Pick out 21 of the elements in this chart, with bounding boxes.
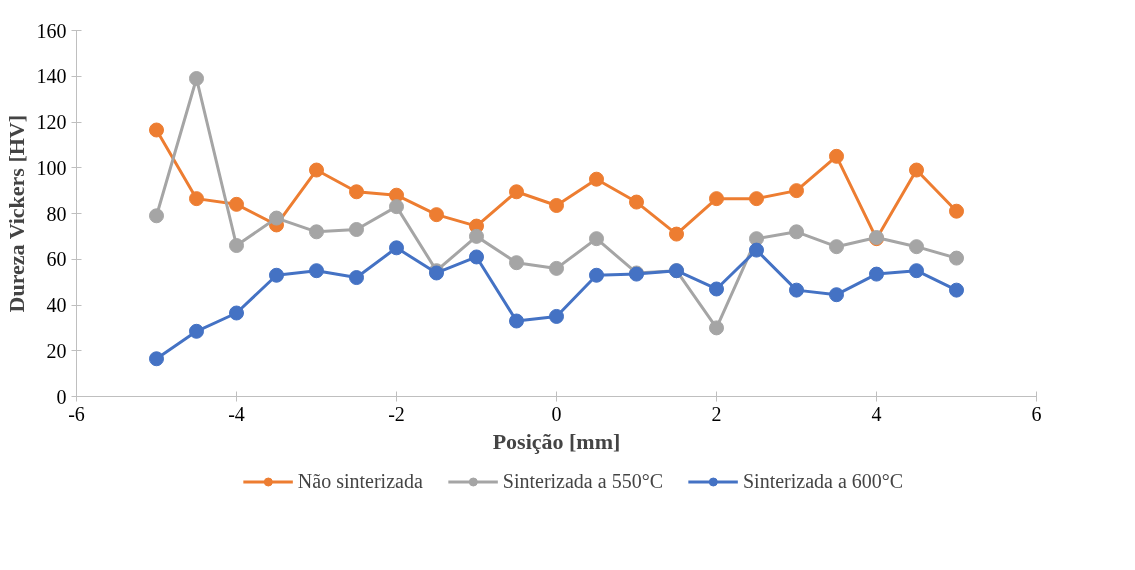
y-tick-label: 120 xyxy=(36,111,67,133)
x-tick-label: 4 xyxy=(871,402,882,425)
y-tick-label: 100 xyxy=(36,156,67,179)
legend-label: Sinterizada a 550°C xyxy=(502,469,663,493)
x-tick-label: -6 xyxy=(68,402,85,425)
x-tick-label: -4 xyxy=(228,402,245,425)
x-tick-label: 2 xyxy=(711,402,722,425)
y-tick-label: 160 xyxy=(36,19,67,42)
x-tick-label: -2 xyxy=(388,402,405,425)
x-tick-label: 0 xyxy=(551,402,562,425)
y-tick-label: 140 xyxy=(36,65,67,88)
y-tick-label: 60 xyxy=(46,248,67,271)
x-axis-title: Posição [mm] xyxy=(492,428,621,454)
y-tick-label: 0 xyxy=(56,385,67,408)
y-tick-label: 40 xyxy=(46,294,67,316)
legend-label: Não sinterizada xyxy=(297,469,423,493)
legend-label: Sinterizada a 600°C xyxy=(742,469,904,493)
y-tick-label: 20 xyxy=(46,339,67,362)
y-tick-label: 80 xyxy=(46,202,67,225)
x-tick-label: 6 xyxy=(1031,402,1042,425)
y-axis-title: Dureza Vickers [HV] xyxy=(3,114,29,313)
